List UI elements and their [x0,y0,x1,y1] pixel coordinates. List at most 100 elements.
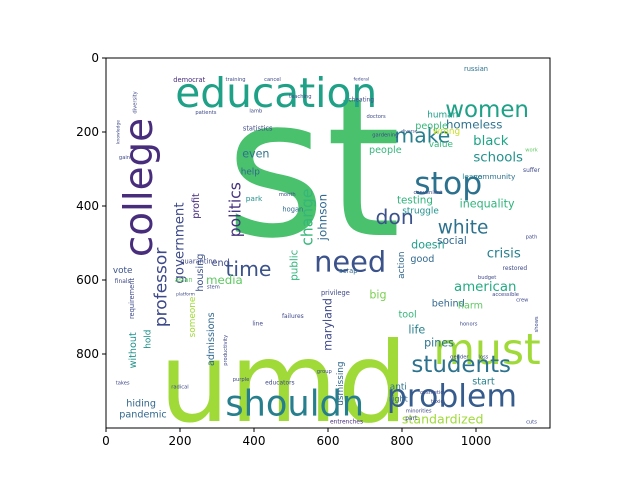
word-hold: hold [144,330,154,349]
word-white: white [438,218,489,239]
y-tick-label: 200 [76,125,99,139]
word-social: social [437,235,467,247]
word-johnson: johnson [315,194,329,241]
word-restored: restored [503,266,528,272]
x-tick-label: 600 [317,434,340,448]
word-government: government [173,202,188,283]
word-federal: federal [353,77,369,83]
word-testing: testing [397,194,433,206]
word-students: students [411,352,511,378]
word-knowledge: knowledge [115,120,121,144]
word-suffer: suffer [523,168,541,174]
word-usmissing: usmissing [336,361,346,405]
x-tick-label: 0 [102,434,110,448]
word-educators: educators [265,381,294,387]
word-professor: professor [152,248,172,327]
word-work: work [525,148,538,154]
word-teaching: teaching [289,94,312,100]
word-scrap: scrap [339,267,357,275]
word-doesn: doesn [411,238,444,251]
word-profit: profit [191,193,202,219]
word-training: training [225,77,245,83]
y-tick-label: 800 [76,347,99,361]
word-schools: schools [473,150,523,165]
word-doctors: doctors [366,114,386,120]
word-action: action [397,252,407,279]
word-entrenches: entrenches [330,419,363,425]
word-toxic: toxic [431,399,444,405]
y-tick-label: 0 [91,51,99,65]
word-gardening: gardening [372,133,398,139]
word-democrat: democrat [173,76,205,84]
word-minorities: minorities [406,408,432,414]
word-start: start [472,376,495,387]
y-tick-label: 600 [76,273,99,287]
y-tick-label: 400 [76,199,99,213]
word-crew: crew [516,297,529,303]
plot-background [106,58,550,428]
word-without: without [128,332,139,368]
word-housing: housing [195,254,206,292]
word-college: college [117,118,162,257]
word-time: time [225,257,271,281]
word-stem: stem [207,284,220,290]
word-make: make [394,124,450,148]
word-someone: someone [188,297,198,338]
word-black: black [473,134,509,149]
word-good: good [410,254,434,265]
word-month: month [279,192,296,198]
word-inequality: inequality [460,198,515,211]
word-cheating: cheating [348,98,374,104]
word-don: don [375,205,413,229]
word-quarantine: quarantine [180,258,216,266]
word-purple: purple [233,377,250,383]
word-diversity: diversity [133,91,139,113]
word-people: people [369,145,402,156]
x-tick-label: 800 [391,434,414,448]
word-diverse: diverse [401,129,418,135]
word-standardized: standardized [402,411,484,426]
word-russian: russian [464,65,488,73]
word-human: human [427,110,458,120]
word-gain: gain [119,155,130,161]
word-life: life [408,323,425,336]
word-big: big [369,288,386,301]
word-path: path [526,234,538,240]
word-value: value [429,140,453,150]
word-help: help [241,168,261,178]
word-american: american [454,280,516,295]
word-right: right [389,393,408,403]
word-education: education [175,69,377,117]
word-finals: finals [115,279,131,285]
word-takes: takes [116,381,130,387]
x-tick-label: 1000 [461,434,492,448]
word-cuts: cuts [526,419,537,425]
word-failures: failures [282,314,304,320]
word-budget: budget [478,275,496,281]
word-honors: honors [460,321,478,327]
word-crisis: crisis [487,247,521,262]
word-must: must [433,326,540,375]
axis-ticks: 0 200 400 600 800 1000 0 200 400 600 800 [76,51,491,448]
word-wrong: wrong [433,127,460,137]
word-leave: leave [462,172,483,181]
word-accessible: accessible [492,292,519,298]
word-behind: behind [432,299,465,310]
word-st: st [225,57,401,281]
word-line: line [252,321,263,327]
word-maryland: maryland [322,298,335,351]
word-group: group [317,369,332,375]
word-cancel: cancel [264,77,281,83]
word-public: public [289,249,301,280]
word-admissions: admissions [206,312,217,366]
word-community: community [474,172,516,181]
word-platform: platform [176,291,195,297]
x-tick-label: 400 [243,434,266,448]
x-tick-label: 200 [169,434,192,448]
word-hogan: hogan [282,206,303,214]
word-end: end [212,258,230,269]
word-shouldn: shouldn [225,383,364,424]
word-people: people [415,121,448,132]
word-problem: problem [387,379,517,415]
